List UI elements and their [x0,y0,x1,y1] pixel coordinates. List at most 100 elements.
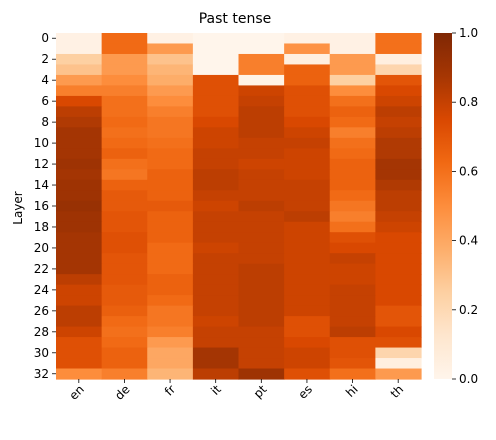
heatmap-cell [101,95,148,107]
heatmap-cell [192,127,240,139]
x-tick-label: es [296,382,316,402]
heatmap-cell [101,242,148,254]
heatmap-cell [192,85,240,97]
heatmap-cell [238,326,285,338]
heatmap-cell [192,33,240,45]
colorbar-ticks: 0.0 0.2 0.4 0.6 0.8 1.0 [452,26,478,386]
heatmap-cell [101,305,148,317]
heatmap-cell [56,106,103,118]
heatmap-cell [375,179,422,191]
heatmap-cell [375,148,422,160]
heatmap-cell [375,295,422,307]
heatmap-cell [375,158,422,170]
heatmap-cell [56,33,103,45]
heatmap-cell [375,284,422,296]
heatmap-cell [56,179,103,191]
heatmap-cell [101,158,148,170]
colorbar [434,33,452,379]
heatmap-cell [238,53,285,66]
heatmap-cell [56,358,103,370]
colorbar-tick-label: 0.0 [459,372,478,386]
heatmap-cell [101,116,148,128]
heatmap-cell [192,179,240,191]
heatmap-cell [375,64,422,76]
heatmap-cell [101,358,148,370]
heatmap-cell [238,148,285,160]
heatmap-cell [238,116,285,128]
heatmap-cell [238,263,285,275]
heatmap-cell [192,337,240,349]
x-tick-label: en [66,382,87,403]
y-tick-label: 26 [34,304,49,318]
heatmap-cell [238,316,285,328]
heatmap-cell [238,85,285,97]
heatmap-cell [56,43,103,55]
heatmap-cell [375,116,422,128]
heatmap-cell [101,200,148,212]
heatmap-cell [238,221,285,233]
heatmap-cell [101,211,148,223]
heatmap-cell [329,43,376,55]
heatmap-cell [329,137,376,149]
heatmap-cell [375,95,422,107]
heatmap-cell [147,295,194,307]
heatmap-cell [329,326,376,338]
heatmap-cell [329,263,376,275]
heatmap-cell [284,158,331,170]
y-tick-label: 22 [34,262,49,276]
heatmap-cell [56,137,103,149]
heatmap-cell [375,242,422,254]
heatmap-cell [147,253,194,265]
y-tick-label: 8 [41,115,49,129]
heatmap-cell [284,211,331,223]
heatmap-cell [238,274,285,286]
heatmap-cell [238,106,285,118]
heatmap-cell [284,253,331,265]
heatmap-cell [192,368,240,380]
heatmap-cell [238,232,285,244]
heatmap-cell [375,33,422,45]
heatmap-cell [375,358,422,370]
heatmap-cell [101,169,148,181]
heatmap-cell [101,179,148,191]
heatmap-cell [284,179,331,191]
heatmap-cell [284,305,331,317]
heatmap-cell [284,263,331,275]
heatmap-cell [284,221,331,233]
heatmap-cell [284,316,331,328]
heatmap-cell [329,274,376,286]
heatmap-cell [101,274,148,286]
heatmap-cell [192,316,240,328]
y-tick-label: 32 [34,367,49,381]
heatmap-cell [375,253,422,265]
heatmap-cell [192,221,240,233]
heatmap-cell [192,326,240,338]
heatmap-cell [101,190,148,202]
colorbar-tick-label: 1.0 [459,26,478,40]
heatmap-cell [329,305,376,317]
heatmap-cell [192,274,240,286]
heatmap-cell [147,106,194,118]
heatmap-cell [56,263,103,275]
heatmap-cell [238,242,285,254]
heatmap-cell [329,284,376,296]
heatmap-cell [147,263,194,275]
heatmap-cell [147,232,194,244]
chart-title: Past tense [199,11,272,27]
heatmap-cell [147,316,194,328]
heatmap-cell [329,316,376,328]
heatmap-cell [101,74,148,87]
heatmap-cell [329,106,376,118]
heatmap-cell [284,64,331,76]
y-tick-label: 0 [41,31,49,45]
heatmap-cell [192,64,240,76]
heatmap-cell [238,190,285,202]
heatmap-cell [56,347,103,359]
heatmap-cell [147,148,194,160]
heatmap-cell [192,305,240,317]
heatmap-cell [284,95,331,107]
heatmap-cell [56,116,103,128]
heatmap-cell [56,85,103,97]
heatmap-cell [329,358,376,370]
heatmap-cell [101,106,148,118]
